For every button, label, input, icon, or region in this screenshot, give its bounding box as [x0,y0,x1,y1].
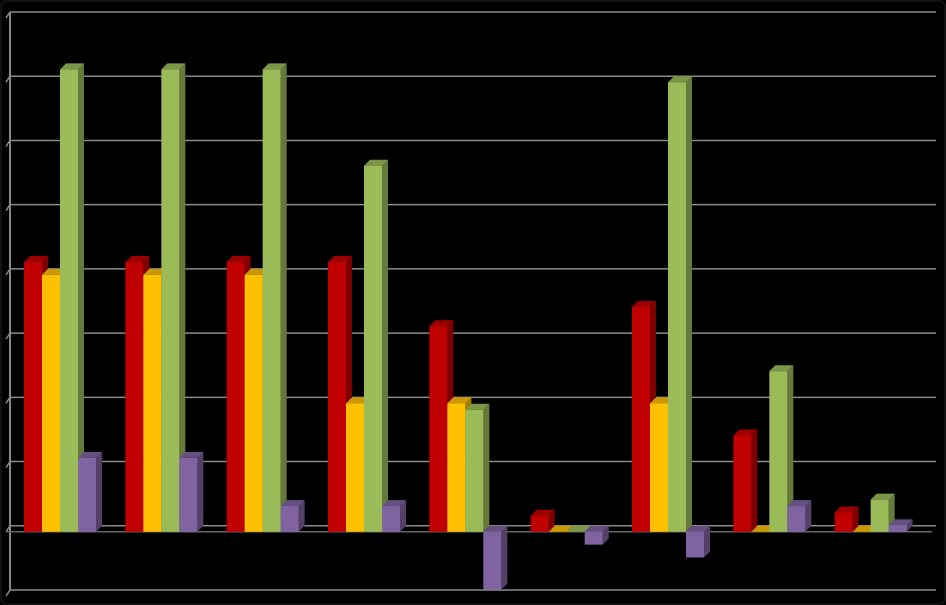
bar [733,435,752,532]
bar-top [483,525,508,532]
bar [769,371,788,532]
bar-top [262,63,287,70]
bar-top [364,159,388,166]
grid-depth [5,332,11,340]
bar-top [161,63,186,70]
bar [244,274,263,532]
bar-top [447,397,472,404]
bar-top [280,500,305,507]
bar-side [197,451,204,532]
bar-top [60,63,84,70]
bar-top [328,256,352,263]
bar-side [704,525,710,558]
bar-top [834,506,859,513]
bar-side [179,63,186,532]
bar-side [805,500,812,532]
bar-side [483,403,490,532]
bar [24,262,42,532]
bar [632,307,650,532]
bar-side [400,500,406,532]
bar-side [382,159,388,532]
bar-top [668,76,692,83]
bar [179,457,198,532]
grid-depth [5,75,11,83]
bar-side [548,509,555,532]
grid-depth [5,268,11,276]
bar [530,515,549,532]
bar [382,506,400,532]
grid-depth [5,461,11,468]
bar-top [465,403,490,410]
bar [42,274,60,532]
bar-top [24,256,48,263]
bar [125,262,144,532]
grid-depth [5,204,11,212]
bar [226,262,245,532]
bar-top [769,365,794,372]
bar [143,274,162,532]
bar [834,512,853,532]
bar-side [852,506,859,532]
bar [429,326,448,532]
bar-top [733,429,758,436]
bar-side [751,429,758,532]
bar-top [429,320,454,327]
bar-top [870,493,895,500]
bar [60,69,78,532]
bar [465,409,484,532]
grid-depth [5,525,11,533]
grid-depth [5,396,11,404]
bar [787,506,806,532]
bar-top [787,500,812,507]
bar [668,82,686,532]
bar [328,262,346,532]
bar [280,506,299,532]
bar-top [686,525,710,532]
bar-side [602,525,609,545]
bar [584,531,603,545]
bar-top [179,451,204,458]
bar-side [686,76,692,532]
bar [483,531,502,590]
grid-depth [5,11,11,19]
bar [686,531,704,558]
bar-side [906,519,913,532]
grid-depth [5,140,11,147]
bar-top [632,301,656,307]
bar [346,403,364,532]
bar [161,69,180,532]
bar-top [584,525,609,532]
bar-side [78,63,84,532]
bar-top [888,519,913,526]
bar-top [78,451,102,458]
bar-top [226,256,251,263]
bar [650,403,668,532]
bar-top [125,256,150,263]
bar-side [96,451,102,532]
bar [888,525,907,532]
bar-side [501,525,508,590]
bar [262,69,281,532]
bar-top [530,509,555,516]
bar [364,165,382,532]
bar-side [280,63,287,532]
bar-side [787,365,794,532]
bar-top [566,525,591,532]
grid-depth [5,589,11,597]
bar [447,403,466,532]
bar-side [298,500,305,532]
bar [870,499,889,532]
bar-top [548,525,573,532]
bar-top [382,500,406,507]
bar [78,457,96,532]
